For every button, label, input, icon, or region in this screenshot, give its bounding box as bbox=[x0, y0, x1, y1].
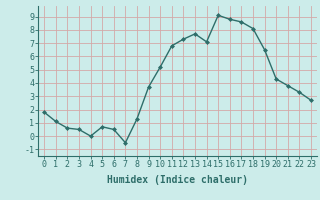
X-axis label: Humidex (Indice chaleur): Humidex (Indice chaleur) bbox=[107, 175, 248, 185]
